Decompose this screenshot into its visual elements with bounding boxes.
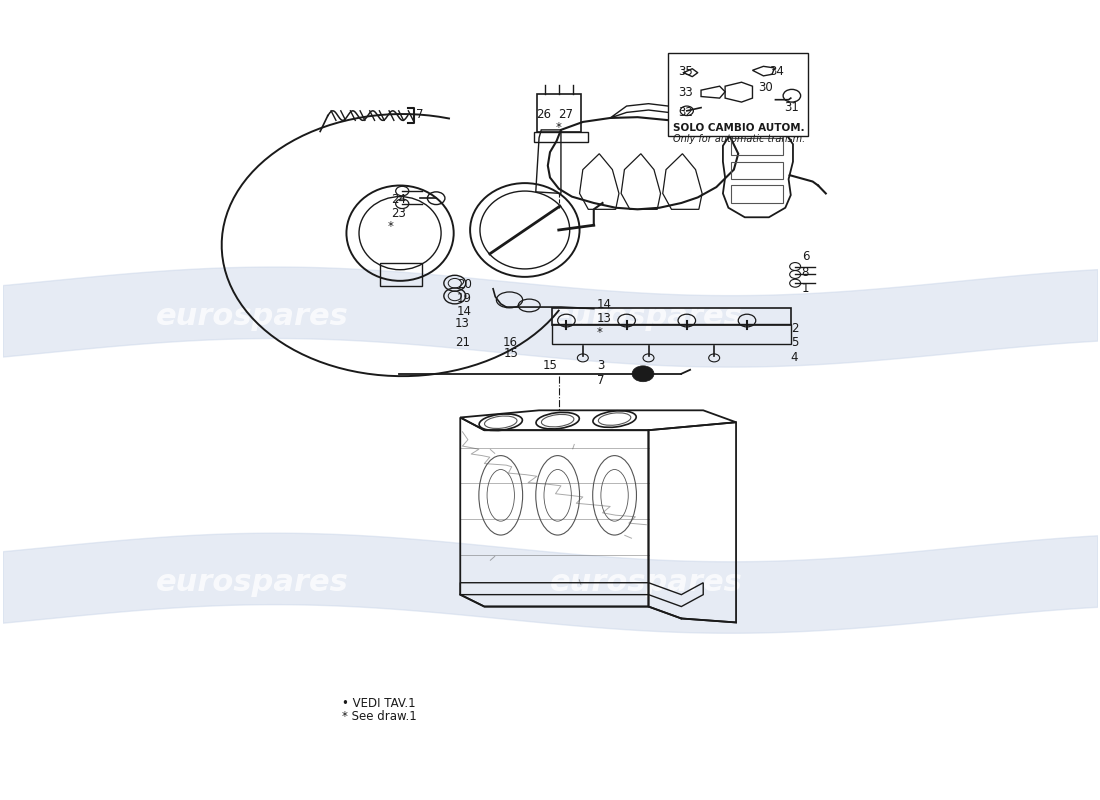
Text: 32: 32 xyxy=(678,106,693,119)
Text: 1: 1 xyxy=(802,282,810,295)
Bar xyxy=(730,138,783,155)
Text: 16: 16 xyxy=(503,336,518,350)
Text: eurospares: eurospares xyxy=(156,302,349,331)
Text: 14: 14 xyxy=(456,305,472,318)
Text: 34: 34 xyxy=(769,66,784,78)
Bar xyxy=(534,132,588,142)
Text: 23: 23 xyxy=(392,207,406,220)
Text: 15: 15 xyxy=(542,359,558,372)
Text: 24: 24 xyxy=(392,194,406,206)
Text: 5: 5 xyxy=(791,336,799,350)
Text: 21: 21 xyxy=(454,336,470,350)
Text: 35: 35 xyxy=(678,66,693,78)
Text: 8: 8 xyxy=(802,266,810,279)
Text: eurospares: eurospares xyxy=(550,568,742,598)
Text: eurospares: eurospares xyxy=(550,302,742,331)
Text: *: * xyxy=(597,326,603,339)
Text: 14: 14 xyxy=(597,298,612,311)
Text: *: * xyxy=(556,121,561,134)
Text: eurospares: eurospares xyxy=(156,568,349,598)
Bar xyxy=(552,308,791,326)
Text: 31: 31 xyxy=(784,101,799,114)
Text: 30: 30 xyxy=(758,82,772,94)
Text: 20: 20 xyxy=(456,278,472,291)
Text: Only for automatic transm.: Only for automatic transm. xyxy=(672,134,805,144)
Text: *: * xyxy=(388,220,394,234)
Text: • VEDI TAV.1: • VEDI TAV.1 xyxy=(342,697,416,710)
Circle shape xyxy=(632,366,654,382)
Text: 7: 7 xyxy=(597,374,605,386)
Text: * See draw.1: * See draw.1 xyxy=(342,710,417,722)
Text: 3: 3 xyxy=(597,359,604,372)
Text: SOLO CAMBIO AUTOM.: SOLO CAMBIO AUTOM. xyxy=(672,123,804,133)
Text: 33: 33 xyxy=(678,86,693,99)
Bar xyxy=(668,53,808,136)
Text: 2: 2 xyxy=(791,322,799,335)
Text: 15: 15 xyxy=(504,347,519,361)
Text: 13: 13 xyxy=(597,312,612,325)
Text: 26: 26 xyxy=(536,107,551,121)
Text: 7: 7 xyxy=(417,108,424,122)
Text: 27: 27 xyxy=(558,107,573,121)
Text: 19: 19 xyxy=(456,292,472,305)
Text: 13: 13 xyxy=(454,318,470,330)
Text: 6: 6 xyxy=(802,250,810,263)
Text: 4: 4 xyxy=(791,351,799,364)
Bar xyxy=(730,162,783,179)
Bar xyxy=(552,324,791,344)
Bar xyxy=(537,94,581,132)
Bar xyxy=(381,263,422,286)
Bar xyxy=(730,186,783,203)
